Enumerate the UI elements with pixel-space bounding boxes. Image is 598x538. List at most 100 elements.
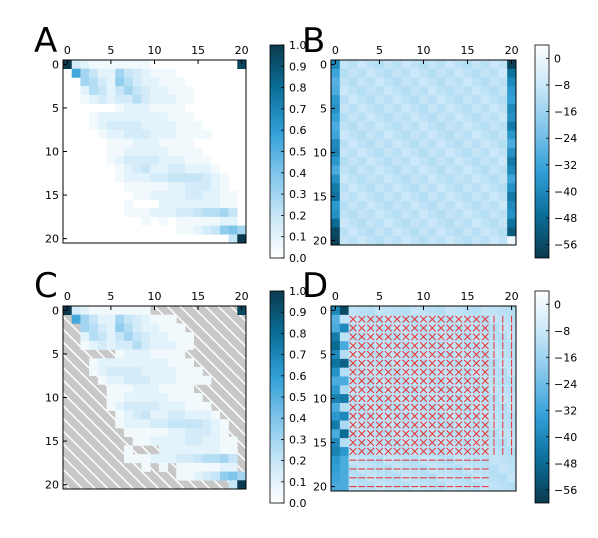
heatmap-cell xyxy=(480,130,490,140)
heatmap-cell xyxy=(176,155,186,165)
heatmap-cell xyxy=(124,384,134,394)
x-marker xyxy=(366,350,375,359)
heatmap-cell xyxy=(150,349,160,359)
heatmap-cell xyxy=(445,236,455,246)
x-marker xyxy=(481,412,489,420)
heatmap-cell xyxy=(167,121,177,131)
heatmap-cell xyxy=(124,428,134,438)
heatmap-cell xyxy=(193,428,203,438)
heatmap-cell xyxy=(150,375,160,385)
heatmap-cell xyxy=(185,410,195,420)
heatmap-cell xyxy=(106,323,116,333)
heatmap-cell xyxy=(158,445,168,455)
heatmap-cell xyxy=(80,77,90,87)
x-marker xyxy=(472,430,481,438)
x-marker xyxy=(446,438,454,447)
x-marker xyxy=(437,430,445,438)
x-tick-label: 15 xyxy=(461,44,475,57)
heatmap-cell xyxy=(436,209,446,219)
heatmap-cell xyxy=(158,375,168,385)
x-marker xyxy=(437,403,445,412)
heatmap-cell xyxy=(401,95,411,105)
colorbar-tick-label: 0.0 xyxy=(289,252,307,265)
heatmap-cell xyxy=(106,367,116,377)
heatmap-cell xyxy=(401,218,411,228)
heatmap-cell xyxy=(167,367,177,377)
x-marker xyxy=(349,385,357,394)
heatmap-cell xyxy=(185,147,195,157)
heatmap-cell xyxy=(427,227,438,237)
heatmap-cell xyxy=(158,199,168,209)
heatmap-cell xyxy=(124,77,134,87)
x-marker xyxy=(410,350,419,359)
heatmap-cell xyxy=(348,165,358,175)
x-marker xyxy=(437,324,445,332)
x-tick-label: 10 xyxy=(148,290,162,303)
x-marker xyxy=(437,394,445,403)
x-marker xyxy=(446,403,454,412)
heatmap-cell xyxy=(419,121,429,131)
heatmap-cell xyxy=(331,411,341,421)
heatmap-cell xyxy=(498,464,508,474)
x-marker xyxy=(349,430,357,438)
heatmap-cell xyxy=(339,350,349,360)
heatmap-cell xyxy=(427,183,438,193)
heatmap-cell xyxy=(498,139,508,149)
heatmap-cell xyxy=(339,358,349,368)
heatmap-cell xyxy=(331,332,341,342)
heatmap-cell xyxy=(202,155,212,165)
x-marker xyxy=(358,368,366,376)
heatmap-cell xyxy=(202,436,212,446)
heatmap-cell xyxy=(176,112,186,122)
heatmap-cell xyxy=(357,60,367,70)
heatmap-cell xyxy=(498,455,508,465)
heatmap-cell xyxy=(141,401,151,411)
heatmap-cell xyxy=(228,436,238,446)
heatmap-cell xyxy=(115,86,125,96)
heatmap-cell xyxy=(471,95,482,105)
heatmap-cell xyxy=(348,236,358,246)
x-marker xyxy=(410,403,419,412)
heatmap-cell xyxy=(219,445,229,455)
x-marker xyxy=(384,315,392,323)
heatmap-cell xyxy=(507,473,517,483)
heatmap-cell xyxy=(89,94,99,104)
x-marker xyxy=(358,324,366,332)
heatmap-cell xyxy=(331,174,341,184)
heatmap-cell xyxy=(339,192,349,202)
heatmap-cell xyxy=(211,173,221,183)
heatmap-cell xyxy=(498,112,508,122)
heatmap-cell xyxy=(219,454,229,464)
y-tick-label: 20 xyxy=(45,479,59,492)
heatmap-cell xyxy=(507,174,517,184)
heatmap-cell xyxy=(375,236,385,246)
heatmap-cell xyxy=(176,323,186,333)
x-marker xyxy=(419,385,428,394)
heatmap-cell xyxy=(498,227,508,237)
heatmap-cell xyxy=(106,77,116,87)
heatmap-cell xyxy=(498,200,508,211)
heatmap-cell xyxy=(471,209,482,219)
x-marker xyxy=(384,394,392,403)
heatmap-cell xyxy=(348,139,358,149)
heatmap-cell xyxy=(471,148,482,158)
heatmap-cell xyxy=(158,436,168,446)
heatmap-cell xyxy=(463,148,473,158)
heatmap-cell xyxy=(124,410,134,420)
heatmap-cell xyxy=(471,192,482,202)
heatmap-cell xyxy=(419,227,429,237)
heatmap-cell xyxy=(392,209,402,219)
heatmap-cell xyxy=(176,454,186,464)
heatmap-cell xyxy=(106,68,116,78)
heatmap-cell xyxy=(410,130,420,140)
heatmap-cell xyxy=(211,428,221,438)
x-marker xyxy=(463,315,472,323)
x-marker xyxy=(349,377,357,385)
heatmap-cell xyxy=(89,358,99,368)
heatmap-cell xyxy=(366,183,376,193)
heatmap-cell xyxy=(89,332,99,342)
heatmap-cell xyxy=(348,227,358,237)
heatmap-cell xyxy=(219,208,229,218)
heatmap-cell xyxy=(141,190,151,200)
heatmap-cell xyxy=(463,306,473,316)
